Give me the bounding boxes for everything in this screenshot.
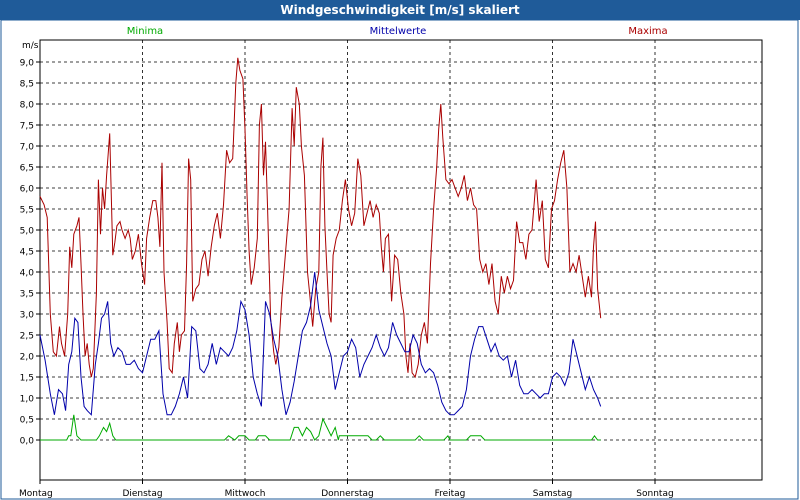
series-line-minima bbox=[40, 414, 601, 441]
chart-frame bbox=[0, 20, 799, 500]
y-tick-label: 8,5 bbox=[20, 80, 34, 90]
x-weekday-label: Donnerstag bbox=[321, 489, 374, 499]
legend-minima: Minima bbox=[127, 26, 163, 37]
plot-area bbox=[39, 39, 763, 481]
chart-background bbox=[0, 20, 800, 500]
series-group bbox=[39, 57, 602, 441]
y-tick-label: 2,5 bbox=[20, 332, 34, 342]
y-tick-label: 6,5 bbox=[20, 164, 34, 174]
y-tick-label: 5,0 bbox=[20, 227, 35, 237]
y-tick-label: 1,0 bbox=[20, 395, 35, 405]
y-tick-label: 2,0 bbox=[20, 353, 35, 363]
y-tick-label: 1,5 bbox=[20, 374, 34, 384]
y-axis-unit: m/s bbox=[22, 41, 39, 51]
window-title: Windgeschwindigkeit [m/s] skaliert bbox=[0, 0, 800, 20]
x-weekday-label: Sonntag bbox=[636, 489, 673, 499]
y-tick-label: 5,5 bbox=[20, 206, 34, 216]
y-tick-label: 7,5 bbox=[20, 122, 34, 132]
y-tick-label: 3,0 bbox=[20, 311, 35, 321]
legend-maxima: Maxima bbox=[628, 26, 667, 37]
x-axis: Montag07.11.16Dienstag08.11.16Mittwoch09… bbox=[19, 480, 674, 499]
x-weekday-label: Samstag bbox=[533, 489, 572, 499]
x-weekday-label: Mittwoch bbox=[225, 489, 266, 499]
series-line-maxima bbox=[39, 57, 602, 379]
x-weekday-label: Dienstag bbox=[122, 489, 162, 499]
y-tick-label: 3,5 bbox=[20, 290, 34, 300]
y-tick-label: 8,0 bbox=[20, 101, 35, 111]
wind-speed-chart: Minima Mittelwerte Maxima m/s 0,0 0,5 1,0 1… bbox=[0, 20, 800, 500]
y-tick-label: 4,0 bbox=[20, 269, 35, 279]
x-weekday-label: Montag bbox=[19, 489, 53, 499]
y-tick-label: 6,0 bbox=[20, 185, 35, 195]
y-tick-label: 7,0 bbox=[20, 143, 35, 153]
legend-mittelwerte: Mittelwerte bbox=[370, 26, 427, 37]
y-tick-label: 0,5 bbox=[20, 416, 34, 426]
y-axis: 0,0 0,5 1,0 1,5 2,0 2,5 3,0 3,5 4,0 4,5 5,0 5,5 6,0 6… bbox=[20, 59, 40, 447]
y-tick-label: 4,5 bbox=[20, 248, 34, 258]
y-tick-label: 9,0 bbox=[20, 59, 35, 69]
y-tick-label: 0,0 bbox=[20, 437, 35, 447]
series-line-mittelwerte bbox=[39, 271, 602, 416]
x-weekday-label: Freitag bbox=[435, 489, 466, 499]
